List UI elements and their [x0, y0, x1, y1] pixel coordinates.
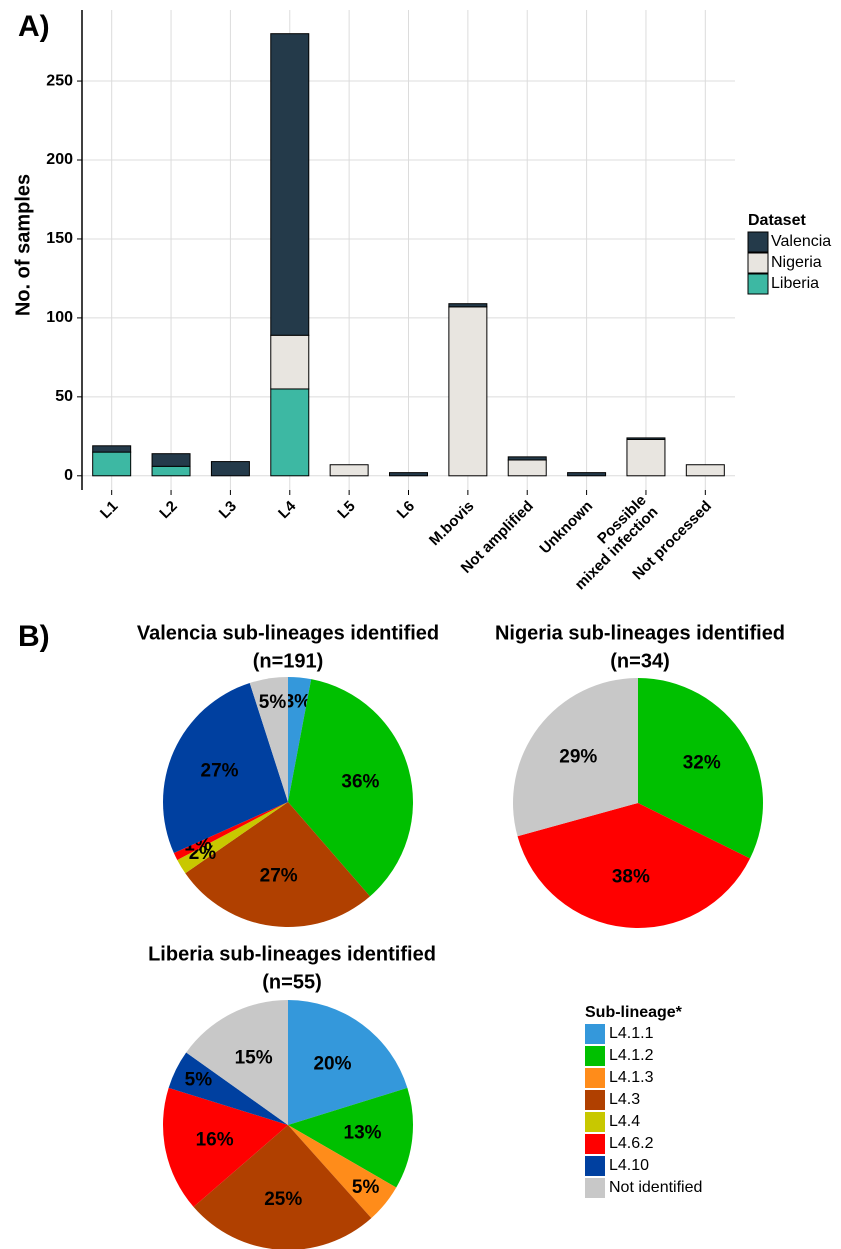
- legend-swatch: [747, 252, 769, 274]
- bar-segment: [151, 465, 191, 477]
- bar-segment: [270, 33, 310, 336]
- legend-label: Not identified: [609, 1179, 702, 1196]
- legend-label: L4.1.2: [609, 1047, 654, 1064]
- legend-swatch: [585, 1024, 605, 1044]
- pie-slice: [193, 1125, 372, 1249]
- bar-segment: [685, 464, 725, 477]
- pie-slice: [288, 679, 414, 897]
- pie-slice: [168, 1052, 288, 1125]
- slice-label: 36%: [341, 771, 379, 792]
- x-tick-label: M.bovis: [426, 498, 478, 550]
- legend-swatch: [585, 1134, 605, 1154]
- pie-slice: [173, 802, 288, 860]
- pie-slice: [638, 678, 763, 859]
- pie-slice: [162, 682, 288, 853]
- x-tick-label: Unknown: [536, 498, 596, 558]
- bar-segment: [448, 306, 488, 477]
- pie-title: Nigeria sub-lineages identified: [495, 622, 785, 644]
- pie-slice: [185, 802, 370, 927]
- legend-title: Sub-lineage*: [585, 1004, 683, 1021]
- bar-segment: [448, 303, 488, 308]
- x-tick-label: L6: [394, 498, 418, 522]
- legend-label: L4.1.1: [609, 1025, 654, 1042]
- bar-segment: [92, 445, 132, 453]
- legend-swatch: [585, 1068, 605, 1088]
- slice-label: 5%: [352, 1177, 380, 1198]
- y-tick-label: 50: [55, 388, 73, 405]
- bar-segment: [389, 472, 428, 477]
- bar-segment: [210, 461, 250, 477]
- legend-label: Valencia: [771, 233, 831, 250]
- bar-segment: [92, 451, 132, 477]
- bar-segment: [270, 388, 310, 477]
- pie-slice: [163, 1087, 288, 1207]
- x-tick-label: L4: [275, 497, 300, 522]
- pie-subtitle: (n=34): [610, 650, 669, 672]
- legend-label: Liberia: [771, 275, 819, 292]
- legend-swatch: [585, 1112, 605, 1132]
- pie-slice: [186, 1000, 288, 1125]
- slice-label: 38%: [612, 867, 650, 888]
- bar-segment: [567, 472, 607, 477]
- y-tick-label: 250: [46, 72, 73, 89]
- y-tick-label: 0: [64, 467, 73, 484]
- x-tick-label: L2: [156, 498, 180, 522]
- bar-segment: [626, 437, 666, 440]
- bar-segment: [151, 453, 191, 467]
- legend-swatch: [585, 1046, 605, 1066]
- legend-label: L4.6.2: [609, 1135, 654, 1152]
- pie-title: Valencia sub-lineages identified: [137, 622, 439, 644]
- bar-segment: [329, 464, 369, 477]
- legend-swatch: [747, 231, 769, 253]
- slice-label: 3%: [284, 691, 312, 712]
- y-tick-label: 200: [46, 151, 73, 168]
- slice-label: 29%: [559, 747, 597, 768]
- legend-swatch: [585, 1156, 605, 1176]
- slice-label: 5%: [185, 1070, 213, 1091]
- pie-title: Liberia sub-lineages identified: [148, 943, 436, 965]
- y-tick-label: 150: [46, 230, 73, 247]
- pie-slice: [288, 1087, 414, 1188]
- pie-slice: [513, 678, 638, 837]
- legend-label: L4.10: [609, 1157, 649, 1174]
- panel-label: A): [18, 10, 50, 43]
- x-tick-label: L5: [334, 498, 358, 522]
- legend-label: L4.4: [609, 1113, 640, 1130]
- slice-label: 15%: [235, 1047, 273, 1068]
- panel-label: B): [18, 620, 50, 653]
- slice-label: 13%: [344, 1122, 382, 1143]
- pie-slice: [249, 677, 288, 802]
- bar-segment: [270, 334, 310, 390]
- legend-label: Nigeria: [771, 254, 822, 271]
- y-tick-label: 100: [46, 309, 73, 326]
- y-axis-title: No. of samples: [12, 174, 34, 316]
- slice-label: 27%: [260, 865, 298, 886]
- legend-swatch: [585, 1178, 605, 1198]
- slice-label: 5%: [259, 692, 287, 713]
- bar-segment: [507, 459, 547, 477]
- pie-slice: [288, 677, 312, 802]
- legend-label: L4.1.3: [609, 1069, 654, 1086]
- bar-segment: [507, 456, 547, 461]
- slice-label: 27%: [201, 760, 239, 781]
- bar-segment: [626, 438, 666, 477]
- pie-slice: [517, 803, 750, 929]
- x-tick-label: L3: [216, 498, 240, 522]
- pie-slice: [288, 1125, 397, 1219]
- legend-swatch: [747, 273, 769, 295]
- pie-slice: [177, 802, 288, 874]
- x-tick-label: L1: [97, 498, 121, 522]
- slice-label: 32%: [683, 752, 721, 773]
- slice-label: 20%: [313, 1054, 351, 1075]
- pie-subtitle: (n=191): [253, 650, 324, 672]
- legend-swatch: [585, 1090, 605, 1110]
- slice-label: 16%: [196, 1129, 234, 1150]
- legend-label: L4.3: [609, 1091, 640, 1108]
- pie-subtitle: (n=55): [262, 971, 321, 993]
- legend-title: Dataset: [748, 212, 806, 229]
- slice-label: 25%: [264, 1189, 302, 1210]
- pie-slice: [288, 1000, 408, 1125]
